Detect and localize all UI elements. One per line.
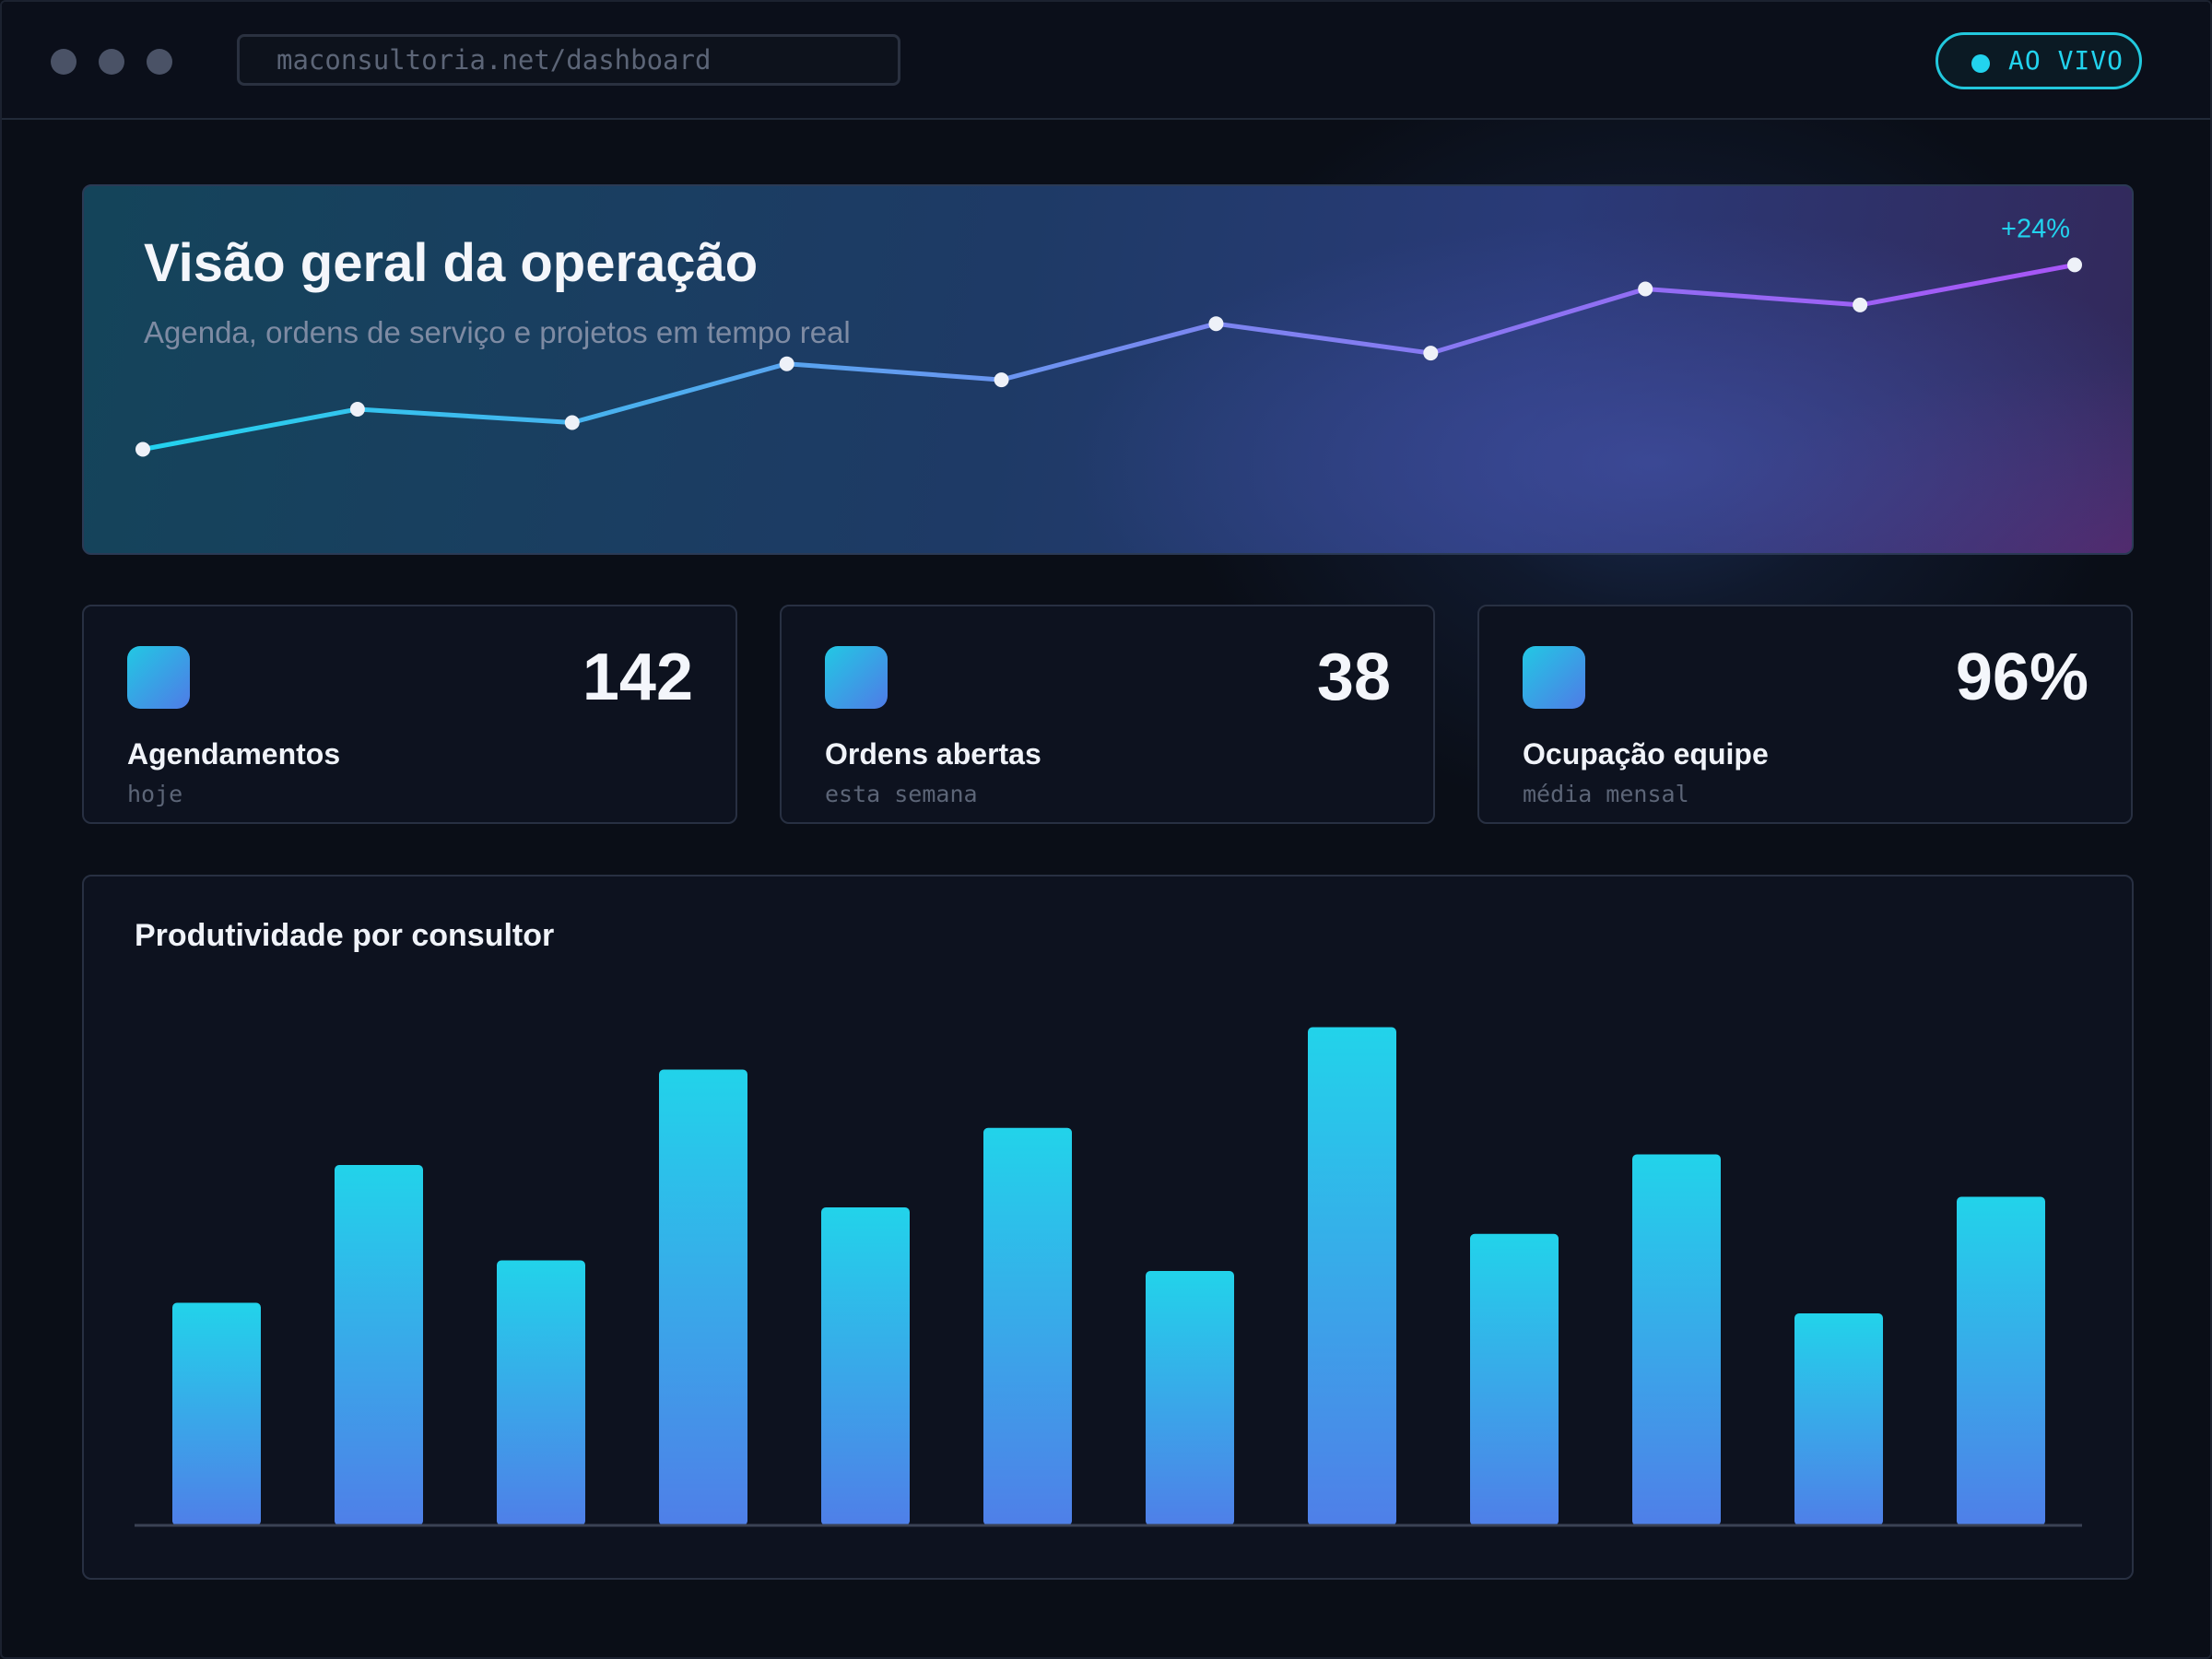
kpi-label: Ordens abertas <box>825 737 1041 771</box>
trend-change-label: +24% <box>2001 214 2070 243</box>
productivity-bar-5 <box>821 1207 910 1525</box>
window-maximize-dot[interactable] <box>147 49 172 75</box>
productivity-bar-6 <box>983 1127 1072 1525</box>
address-bar[interactable]: maconsultoria.net/dashboard <box>237 34 900 86</box>
productivity-bar-chart <box>135 1027 2082 1527</box>
kpi-label: Agendamentos <box>127 737 341 771</box>
productivity-bar-9 <box>1470 1233 1559 1525</box>
kpi-sublabel: esta semana <box>825 781 978 807</box>
page-subtitle: Agenda, ordens de serviço e projetos em … <box>144 315 851 349</box>
productivity-bar-3 <box>497 1260 585 1525</box>
window-minimize-dot[interactable] <box>99 49 124 75</box>
kpi-sublabel: hoje <box>127 781 183 807</box>
trend-point-9 <box>1853 297 1868 312</box>
kpi-value: 38 <box>1316 641 1391 714</box>
trend-line-chart: +24% <box>135 214 2082 457</box>
productivity-bar-10 <box>1632 1154 1721 1525</box>
live-badge: AO VIVO <box>1936 32 2142 89</box>
kpi-card-team-occupancy[interactable]: 96% Ocupação equipe média mensal <box>1477 605 2133 824</box>
kpi-value: 96% <box>1955 641 2088 714</box>
trend-point-8 <box>1638 281 1653 297</box>
trend-point-3 <box>564 415 580 430</box>
window-close-dot[interactable] <box>51 49 76 75</box>
productivity-bar-12 <box>1957 1196 2045 1525</box>
kpi-card-open-orders[interactable]: 38 Ordens abertas esta semana <box>780 605 1435 824</box>
live-badge-label: AO VIVO <box>2008 45 2124 76</box>
trend-series-line <box>140 262 2077 452</box>
trend-point-2 <box>349 402 365 417</box>
calendar-icon <box>127 646 190 709</box>
productivity-bar-4 <box>659 1069 747 1525</box>
clipboard-icon <box>825 646 888 709</box>
productivity-title: Produtividade por consultor <box>135 918 555 953</box>
kpi-sublabel: média mensal <box>1523 781 1689 807</box>
browser-titlebar: maconsultoria.net/dashboard AO VIVO <box>2 2 2210 120</box>
kpi-value: 142 <box>582 641 693 714</box>
kpi-card-appointments[interactable]: 142 Agendamentos hoje <box>82 605 737 824</box>
page-title: Visão geral da operação <box>144 233 759 293</box>
trend-point-6 <box>1208 316 1224 332</box>
productivity-bar-7 <box>1146 1271 1234 1525</box>
trend-point-10 <box>2067 257 2082 273</box>
overview-hero-card: +24% Visão geral da operação Agenda, ord… <box>82 184 2134 555</box>
trend-point-4 <box>779 356 794 371</box>
productivity-panel: Produtividade por consultor <box>82 875 2134 1580</box>
trend-point-5 <box>994 372 1009 388</box>
productivity-bar-11 <box>1794 1313 1883 1525</box>
live-indicator-icon <box>1971 54 1990 73</box>
productivity-bar-1 <box>172 1302 261 1525</box>
productivity-bar-2 <box>335 1165 423 1525</box>
team-icon <box>1523 646 1585 709</box>
trend-point-1 <box>135 441 150 457</box>
productivity-bar-8 <box>1308 1027 1396 1525</box>
trend-point-7 <box>1423 346 1439 361</box>
kpi-label: Ocupação equipe <box>1523 737 1769 771</box>
